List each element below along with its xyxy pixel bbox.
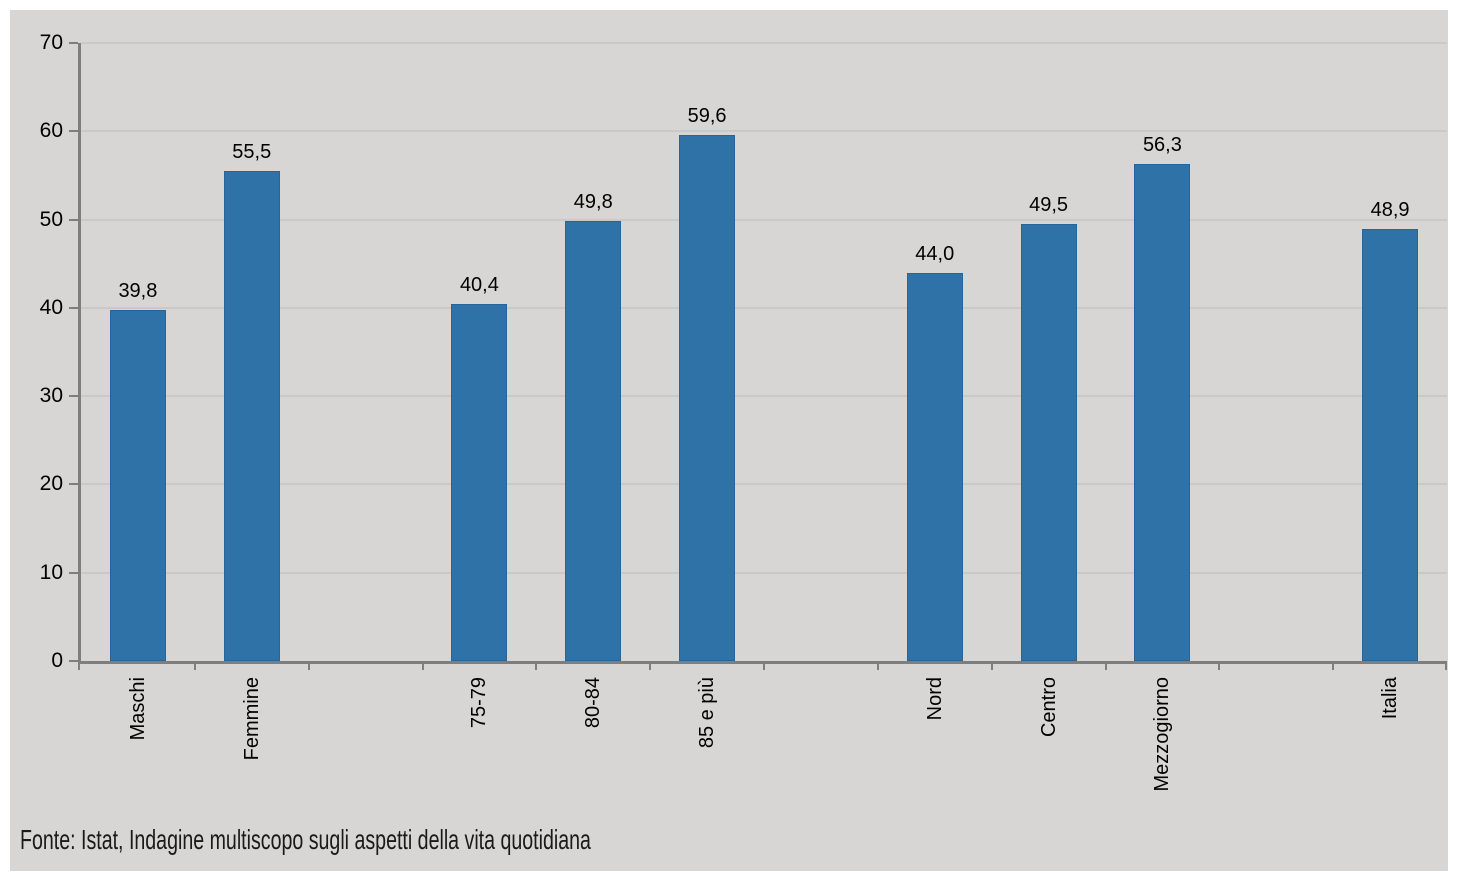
bar-femmine [223, 171, 280, 661]
bar-value-label: 49,8 [573, 191, 613, 214]
gridline [81, 218, 1447, 221]
y-axis-tick [69, 306, 78, 309]
y-axis-label: 20 [39, 472, 63, 496]
category-label-mezzogiorno: Mezzogiorno [1151, 677, 1174, 792]
category-label-italia: Italia [1379, 677, 1402, 720]
bar-75-79 [451, 304, 508, 661]
y-axis-label: 70 [39, 31, 63, 54]
bar-value-label: 49,5 [1029, 193, 1069, 216]
category-label-80-84: 80-84 [582, 677, 605, 729]
y-axis-tick [69, 130, 78, 133]
source-note: Fonte: Istat, Indagine multiscopo sugli … [20, 824, 591, 855]
y-axis-label: 0 [51, 649, 63, 672]
bar-value-label: 59,6 [687, 104, 727, 127]
y-axis-label: 30 [39, 384, 63, 408]
bar-nord [906, 272, 963, 661]
gridline [81, 483, 1447, 486]
x-axis-tick [876, 661, 879, 670]
y-axis-tick [69, 660, 78, 662]
bar-italia [1362, 229, 1419, 661]
y-axis-tick [69, 395, 78, 398]
category-label-maschi: Maschi [126, 677, 149, 741]
y-axis-label: 60 [39, 119, 63, 143]
gridline [81, 130, 1447, 133]
gridline [81, 395, 1447, 398]
x-axis-tick [193, 661, 196, 670]
category-label-centro: Centro [1037, 677, 1060, 738]
y-axis-label: 40 [39, 295, 63, 319]
y-axis-tick [69, 42, 78, 44]
gridline [81, 306, 1447, 309]
bar-centro [1020, 223, 1077, 661]
bar-value-label: 48,9 [1370, 199, 1410, 222]
x-axis-tick [421, 661, 424, 670]
y-axis-tick [69, 571, 78, 574]
y-axis-label: 50 [39, 207, 63, 231]
x-axis-tick [1332, 661, 1335, 670]
bar-maschi [109, 309, 166, 661]
bar-mezzogiorno [1134, 163, 1191, 661]
chart-panel: Fonte: Istat, Indagine multiscopo sugli … [10, 10, 1448, 871]
x-axis-tick [763, 661, 765, 670]
y-axis-tick [69, 483, 78, 486]
x-axis-tick [307, 661, 310, 670]
gridline [81, 42, 1447, 44]
x-axis-tick [535, 661, 538, 670]
category-label-nord: Nord [923, 677, 946, 721]
x-axis-tick [1104, 661, 1107, 670]
x-axis-tick [649, 661, 652, 670]
y-axis-tick [69, 218, 78, 221]
bar-value-label: 55,5 [232, 141, 272, 163]
bar-value-label: 40,4 [459, 274, 499, 297]
bar-value-label: 56,3 [1142, 133, 1182, 156]
bar-value-label: 44,0 [915, 242, 955, 265]
x-axis-tick [1445, 661, 1447, 670]
x-axis-tick [78, 661, 80, 670]
category-label-85-e-pi: 85 e più [696, 677, 719, 749]
plot-area [78, 42, 1447, 664]
bar-value-label: 39,8 [118, 279, 158, 302]
gridline [81, 571, 1447, 574]
category-label-femmine: Femmine [240, 677, 263, 761]
x-axis-tick [990, 661, 993, 670]
x-axis-tick [1218, 661, 1221, 670]
y-axis-label: 10 [39, 560, 63, 584]
bar-80-84 [565, 221, 622, 661]
category-label-75-79: 75-79 [468, 677, 491, 729]
bar-85-e-pi [679, 134, 736, 661]
